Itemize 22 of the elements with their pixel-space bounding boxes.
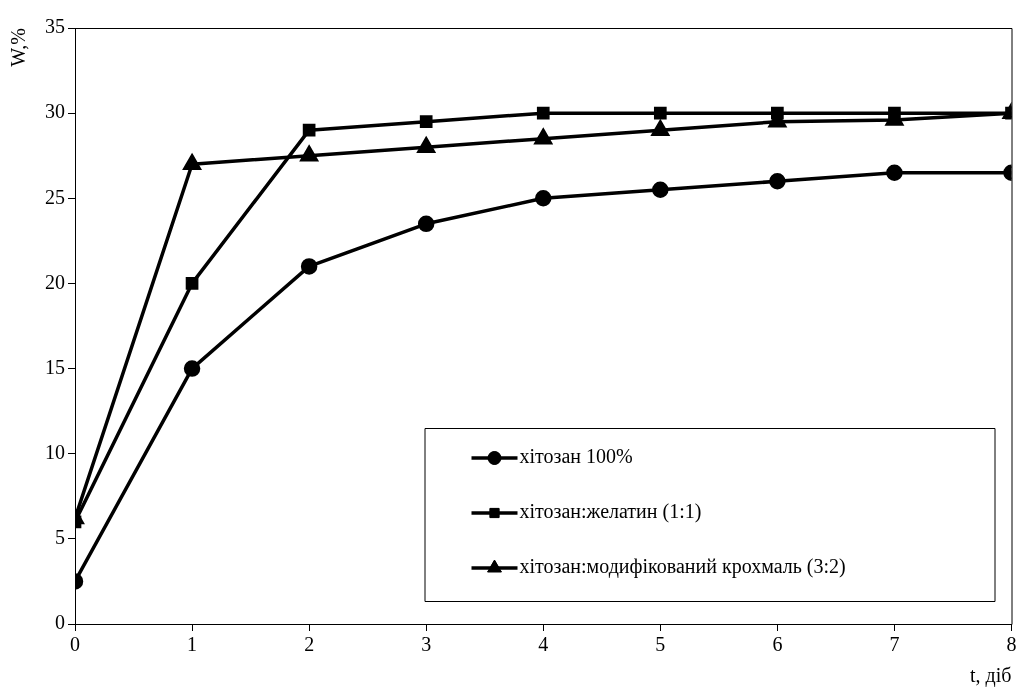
y-tick-label: 0 [55, 611, 65, 634]
x-tick-label: 5 [655, 633, 666, 656]
x-tick-label: 8 [1006, 633, 1017, 656]
x-tick-label: 0 [70, 633, 80, 656]
legend-label: хітозан 100% [519, 445, 633, 468]
y-axis-title: W,% [7, 28, 30, 67]
y-tick-label: 35 [45, 15, 65, 38]
x-tick-label: 7 [889, 633, 900, 656]
y-tick-label: 25 [45, 185, 65, 208]
legend-label: хітозан:желатин (1:1) [519, 500, 702, 524]
y-tick-label: 5 [55, 526, 65, 549]
x-tick-label: 6 [772, 633, 783, 656]
x-tick-label: 3 [421, 633, 432, 656]
x-axis-title: t, діб [970, 664, 1012, 688]
legend-label: хітозан:модифікований крохмаль (3:2) [519, 555, 846, 579]
y-tick-label: 30 [45, 100, 65, 123]
y-tick-label: 10 [45, 440, 65, 463]
x-tick-label: 4 [538, 633, 549, 656]
y-tick-label: 15 [45, 355, 65, 378]
x-tick-label: 2 [304, 633, 315, 656]
x-tick-label: 1 [187, 633, 198, 656]
y-tick-label: 20 [45, 270, 65, 293]
